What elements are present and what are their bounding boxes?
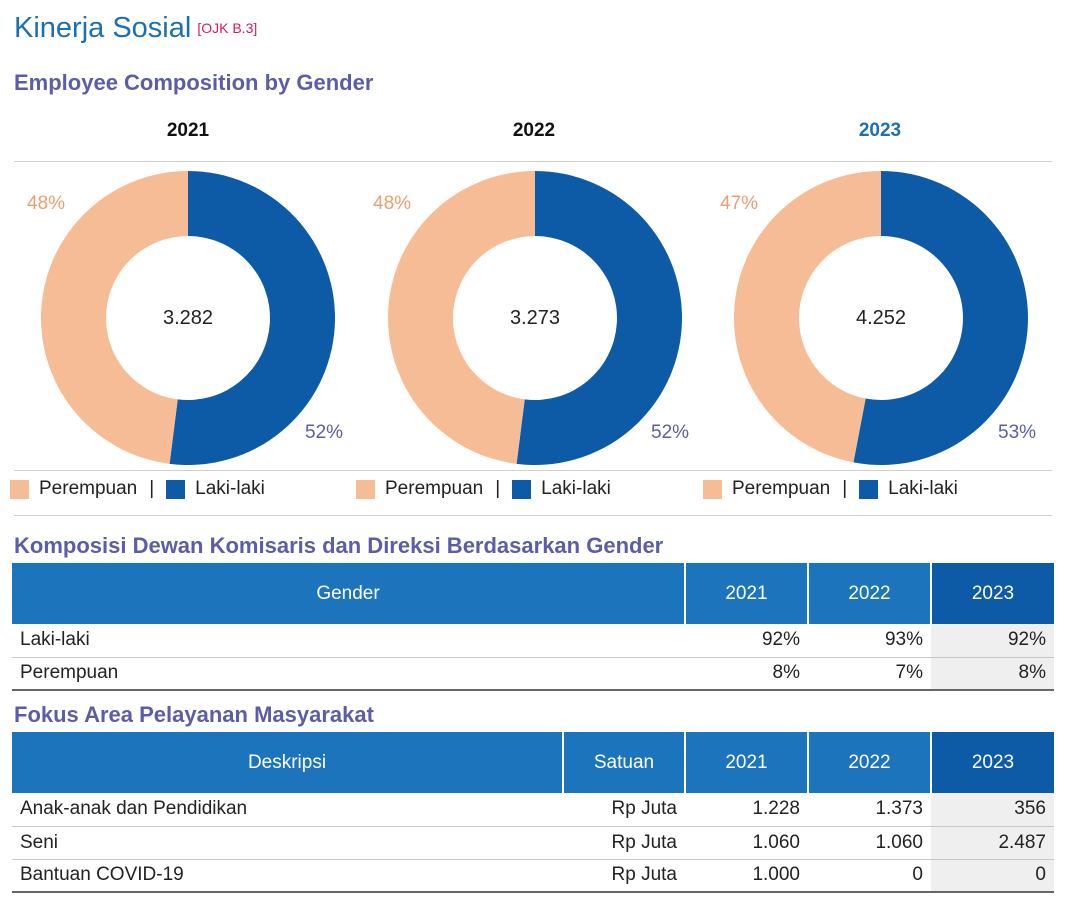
col-header-2022: 2022 (808, 563, 932, 624)
page-title-text: Kinerja Sosial (14, 12, 192, 44)
row-label: Seni (12, 826, 563, 860)
donut-chart-2022: 3.273 (387, 170, 683, 466)
slice-laki-laki-2023 (853, 171, 1028, 465)
female-swatch (356, 479, 375, 499)
cell-2023: 356 (931, 793, 1054, 827)
cell-2022: 0 (808, 859, 931, 893)
donut-svg-2022 (387, 171, 682, 465)
cell-2022: 1.373 (808, 793, 931, 827)
col-header-2023: 2023 (931, 563, 1054, 624)
legend-2022: Perempuan | Laki-laki (356, 478, 611, 500)
legend-male-label: Laki-laki (888, 478, 958, 499)
male-swatch (166, 479, 186, 499)
cell-2021: 1.060 (685, 826, 808, 860)
cell-2023: 0 (931, 859, 1054, 893)
cell-2023: 2.487 (931, 826, 1054, 860)
pct-male-2023: 53% (998, 422, 1037, 443)
employee-section-title: Employee Composition by Gender (14, 70, 374, 95)
col-header-2022: 2022 (808, 732, 932, 793)
top-divider (14, 161, 1052, 162)
donut-svg-2023 (733, 171, 1028, 465)
community-section-title: Fokus Area Pelayanan Masyarakat (14, 702, 374, 727)
page-title: Kinerja Sosial [OJK B.3] (14, 12, 257, 45)
cell-2022: 7% (808, 657, 931, 691)
year-label-2021: 2021 (166, 120, 210, 141)
pct-male-2021: 52% (305, 422, 344, 443)
donut-total-2021: 3.282 (162, 306, 214, 329)
table-row: Laki-laki 92% 93% 92% (12, 624, 1054, 658)
female-swatch (10, 479, 29, 499)
col-header-satuan: Satuan (563, 732, 686, 793)
cell-2022: 1.060 (808, 826, 931, 860)
table-row: Bantuan COVID-19 Rp Juta 1.000 0 0 (12, 859, 1054, 893)
donut-svg-2021 (40, 171, 335, 465)
legend-female-label: Perempuan (39, 478, 138, 499)
donut-total-2023: 4.252 (855, 306, 907, 329)
donut-chart-2023: 4.252 (733, 170, 1029, 466)
pct-female-2022: 48% (373, 193, 412, 214)
row-label: Laki-laki (12, 624, 685, 658)
cell-unit: Rp Juta (563, 859, 685, 893)
board-gender-table: Gender 2021 2022 2023 Laki-laki 92% 93% … (12, 563, 1054, 691)
table-row: Perempuan 8% 7% 8% (12, 657, 1054, 691)
slice-perempuan-2021 (40, 171, 188, 464)
community-focus-table: Deskripsi Satuan 2021 2022 2023 Anak-ana… (12, 732, 1054, 893)
year-label-2022: 2022 (512, 120, 556, 141)
legend-2023: Perempuan | Laki-laki (703, 478, 958, 500)
table-header-row: Gender 2021 2022 2023 (12, 563, 1054, 624)
col-header-deskripsi: Deskripsi (12, 732, 564, 793)
table-header-row: Deskripsi Satuan 2021 2022 2023 (12, 732, 1054, 793)
cell-2022: 93% (808, 624, 931, 658)
legend-female-label: Perempuan (732, 478, 831, 499)
legend-male-label: Laki-laki (541, 478, 611, 499)
pct-male-2022: 52% (651, 422, 690, 443)
ojk-tag: [OJK B.3] (197, 20, 258, 36)
cell-2021: 8% (685, 657, 808, 691)
col-header-2023: 2023 (931, 732, 1054, 793)
legend-separator: | (495, 478, 501, 499)
legend-2021: Perempuan | Laki-laki (10, 478, 265, 500)
cell-2023: 92% (931, 624, 1054, 658)
board-section-title: Komposisi Dewan Komisaris dan Direksi Be… (14, 533, 664, 558)
female-swatch (703, 479, 722, 499)
legend-male-label: Laki-laki (195, 478, 265, 499)
male-swatch (859, 479, 879, 499)
col-header-gender: Gender (12, 563, 686, 624)
pct-female-2023: 47% (720, 193, 759, 214)
slice-perempuan-2022 (387, 171, 535, 464)
male-swatch (512, 479, 532, 499)
cell-2021: 1.000 (685, 859, 808, 893)
table-row: Seni Rp Juta 1.060 1.060 2.487 (12, 826, 1054, 860)
cell-2023: 8% (931, 657, 1054, 691)
slice-perempuan-2023 (733, 171, 881, 463)
col-header-2021: 2021 (685, 732, 809, 793)
cell-unit: Rp Juta (563, 793, 685, 827)
table-row: Anak-anak dan Pendidikan Rp Juta 1.228 1… (12, 793, 1054, 827)
legend-bottom-divider (14, 515, 1052, 516)
year-label-2023: 2023 (858, 120, 902, 141)
row-label: Bantuan COVID-19 (12, 859, 563, 893)
cell-2021: 92% (685, 624, 808, 658)
row-label: Anak-anak dan Pendidikan (12, 793, 563, 827)
col-header-2021: 2021 (685, 563, 809, 624)
cell-2021: 1.228 (685, 793, 808, 827)
legend-top-divider (14, 470, 1052, 471)
pct-female-2021: 48% (27, 193, 66, 214)
row-label: Perempuan (12, 657, 685, 691)
legend-female-label: Perempuan (385, 478, 484, 499)
cell-unit: Rp Juta (563, 826, 685, 860)
legend-separator: | (149, 478, 155, 499)
legend-separator: | (842, 478, 848, 499)
slice-laki-laki-2022 (516, 171, 682, 465)
donut-total-2022: 3.273 (509, 306, 561, 329)
slice-laki-laki-2021 (169, 171, 335, 465)
donut-chart-2021: 3.282 (40, 170, 336, 466)
